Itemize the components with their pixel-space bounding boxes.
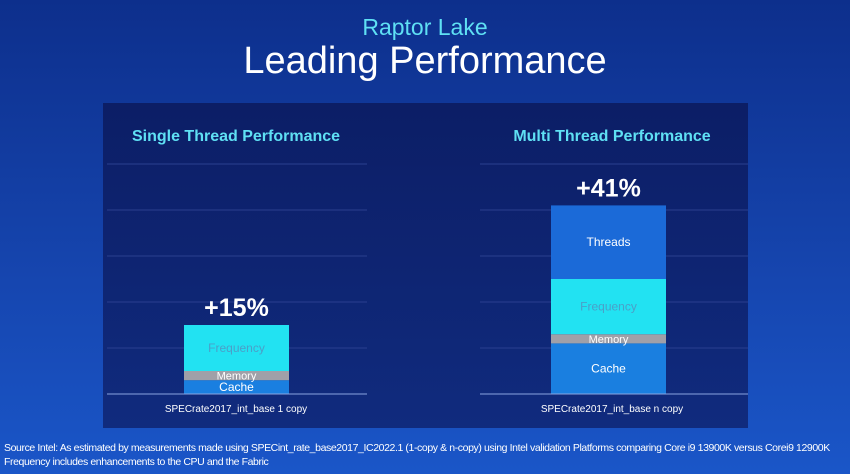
segment-label: Memory — [589, 334, 629, 346]
slide-subtitle: Raptor Lake — [362, 14, 488, 40]
chart-title: Multi Thread Performance — [513, 128, 710, 145]
segment-label: Frequency — [208, 341, 265, 355]
bar-segment-cache — [184, 380, 289, 394]
bar-segment-memory — [551, 334, 666, 344]
bar-segment-frequency — [184, 325, 289, 371]
segment-label: Frequency — [580, 300, 637, 314]
bar-segment-memory — [184, 371, 289, 381]
segment-label: Threads — [586, 235, 630, 249]
segment-label: Memory — [217, 371, 257, 383]
bar-segment-frequency — [551, 279, 666, 335]
category-label: SPECrate2017_int_base n copy — [541, 404, 683, 415]
total-label: +15% — [204, 294, 269, 322]
bar-segment-threads — [551, 205, 666, 279]
footnote-line-2: Frequency includes enhancements to the C… — [4, 456, 269, 468]
category-label: SPECrate2017_int_base 1 copy — [165, 404, 307, 415]
footnote-line-1: Source Intel: As estimated by measuremen… — [4, 442, 830, 454]
segment-label: Cache — [219, 380, 254, 394]
bar-segment-cache — [551, 343, 666, 394]
total-label: +41% — [576, 174, 641, 202]
segment-label: Cache — [591, 362, 626, 376]
footnote: Source Intel: As estimated by measuremen… — [4, 441, 830, 469]
chart-title: Single Thread Performance — [132, 128, 340, 145]
slide-title: Leading Performance — [243, 40, 607, 82]
